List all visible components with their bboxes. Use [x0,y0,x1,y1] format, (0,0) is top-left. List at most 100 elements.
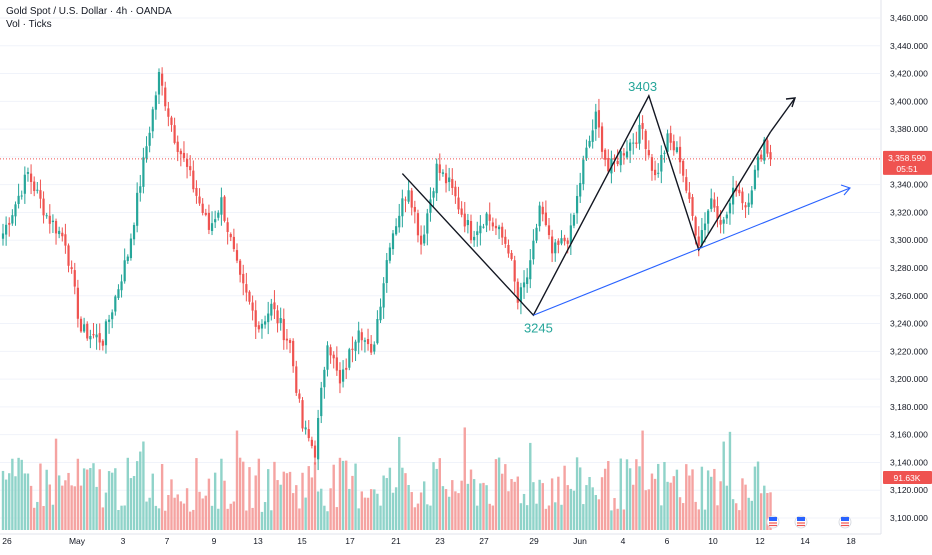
volume-bar [101,507,105,530]
candle-body [182,152,186,159]
candle-body [145,146,148,159]
candle-body [360,332,363,341]
trough-label: 3245 [524,321,553,336]
candle-body [697,236,700,246]
volume-bar [660,505,663,530]
volume-bar [360,491,363,530]
volume-indicator-label[interactable]: Vol · Ticks [6,19,52,30]
volume-bar [522,493,526,530]
volume-bar [713,468,716,530]
volume-bar [447,496,451,530]
volume-bar [320,488,323,530]
volume-bar [157,508,161,530]
volume-bar [725,485,729,530]
volume-bar [697,509,700,530]
candle-body [270,303,273,316]
candle-body [345,367,348,370]
candle-body [1,233,5,239]
volume-bar [201,498,204,530]
volume-bar [694,501,697,530]
time-axis[interactable]: 26 May 3 7 9 13 15 17 21 23 27 29 Jun 4 6 10 12 14 18 [0,533,881,546]
volume-bar [217,508,220,530]
candle-body [600,126,604,152]
volume-bar [513,481,516,530]
candle-body [463,213,466,227]
price-tick-label: 3,120.000 [890,485,928,495]
volume-bar [167,495,170,530]
volume-bar [747,497,750,530]
price-axis[interactable]: 3,460.000 3,440.000 3,420.000 3,400.000 3,38… [880,0,928,534]
candle-body [304,427,307,430]
volume-bar [672,476,675,530]
candle-body [301,400,304,429]
candle-body [26,172,30,174]
candle-body [17,195,20,204]
candle-body [92,334,95,336]
candle-body [766,140,769,154]
volume-bar [519,503,523,530]
candle-body [694,217,697,236]
arrow-head [785,97,797,108]
candle-body [753,169,757,189]
candle-body [632,142,635,144]
volume-bar [301,472,304,530]
event-markers[interactable] [766,515,852,529]
candle-body [413,206,416,212]
candle-body [204,212,207,215]
volume-bar [260,511,264,530]
volume-bar [432,462,435,530]
candle-body [157,72,161,95]
volume-bar [26,473,30,530]
candle-body [335,357,338,371]
candle-body [14,204,17,217]
volume-bar [142,441,145,530]
candle-body [276,310,279,324]
volume-bar [560,504,563,530]
candle-body [273,302,276,310]
pattern-drawing[interactable]: 3403 3245 [401,79,851,336]
candle-body [257,325,260,330]
volume-bar [232,501,236,530]
candle-body [107,319,111,322]
volume-bar [104,492,108,530]
candle-body [731,187,735,205]
candle-body [357,330,360,343]
price-tag-box [883,150,932,175]
candle-body [619,151,622,166]
candle-body [741,191,744,204]
volume-bar [582,504,585,530]
candle-body [235,250,239,261]
volume-bar [254,475,257,530]
candle-body [98,333,101,343]
volume-bar [566,485,569,530]
volume-bar [625,459,629,530]
volume-bar [647,489,651,530]
price-tag-countdown: 05:51 [896,164,918,174]
candle-body [83,324,86,332]
volume-bar [288,471,292,530]
candle-body [560,238,563,244]
volume-bar [204,495,207,530]
volume-bar [245,510,248,530]
candle-body [176,141,179,152]
volume-bar [550,478,554,530]
candle-body [423,234,426,244]
trendline [533,187,851,316]
volume-bar [369,489,373,530]
volume-bar [591,487,594,530]
candle-body [513,260,516,282]
candle-body [351,348,354,350]
price-tick-label: 3,180.000 [890,402,928,412]
candle-body [320,387,323,417]
volume-bar [257,458,261,530]
volume-bar [210,505,214,530]
volume-bar [685,464,688,530]
candle-body [329,347,332,356]
volume-bar [401,467,404,530]
volume-bar [722,441,725,530]
volume-bar [657,463,660,530]
volume-bar [270,510,273,530]
candle-body [385,260,388,284]
